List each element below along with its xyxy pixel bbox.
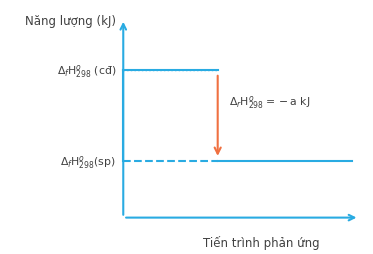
Text: Năng lượng (kJ): Năng lượng (kJ) xyxy=(25,15,116,28)
Text: $\Delta_r\mathregular{H}^o_{298}$$= -$a kJ: $\Delta_r\mathregular{H}^o_{298}$$= -$a … xyxy=(229,93,310,110)
Text: Tiến trình phản ứng: Tiến trình phản ứng xyxy=(203,235,320,249)
Text: $\Delta_f\mathregular{H}^o_{298}$ (cđ): $\Delta_f\mathregular{H}^o_{298}$ (cđ) xyxy=(57,63,116,80)
Text: $\Delta_f\mathregular{H}^o_{298}$(sp): $\Delta_f\mathregular{H}^o_{298}$(sp) xyxy=(60,153,116,170)
